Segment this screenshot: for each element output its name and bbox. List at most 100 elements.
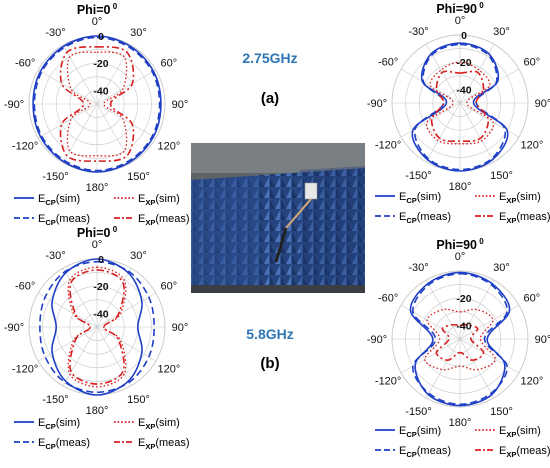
series-xp-sim	[425, 61, 495, 145]
grid-spoke	[96, 292, 157, 328]
plot-title: Phi=0 0	[77, 2, 118, 17]
polar-plot-a-phi0: Phi=0 00-20-400°30°60°90°120°150°180°-15…	[4, 2, 190, 227]
grid-spoke	[425, 279, 461, 340]
angle-tick-label: -120°	[12, 364, 38, 376]
grid-spoke	[425, 102, 461, 163]
series-xp-meas	[430, 70, 490, 142]
legend: ECP(sim) EXP(sim) ECP(meas) EXP(meas)	[14, 193, 190, 227]
grid-spoke	[96, 103, 132, 164]
angle-tick-label: 150°	[127, 171, 150, 183]
grid-spoke	[96, 326, 132, 387]
grid-spoke	[459, 279, 495, 340]
legend-label-cp-meas: ECP(meas)	[38, 213, 90, 227]
legend-label-xp-sim: EXP(sim)	[499, 425, 541, 439]
series-cp-meas	[33, 36, 161, 172]
angle-tick-label: -150°	[405, 406, 431, 418]
angle-tick-label: 60°	[524, 57, 541, 69]
freq-label-a: 2.75GHz	[242, 50, 297, 66]
angle-tick-label: -90°	[4, 99, 24, 111]
grid-spoke	[459, 102, 495, 163]
angle-tick-label: 120°	[520, 140, 543, 152]
legend-label-cp-meas: ECP(meas)	[399, 211, 451, 225]
legend-label-cp-sim: ECP(sim)	[399, 425, 441, 439]
series-cp-sim	[411, 42, 509, 172]
plot-title-degree: 0	[477, 237, 484, 246]
legend: ECP(sim) EXP(sim) ECP(meas) EXP(meas)	[375, 191, 550, 225]
grid-spoke	[459, 102, 520, 138]
series-cp-sim	[409, 271, 511, 407]
angle-tick-label: 120°	[520, 376, 543, 388]
angle-tick-label: 30°	[130, 250, 147, 262]
series-xp-meas	[435, 323, 485, 362]
legend-label-cp-sim: ECP(sim)	[38, 193, 80, 207]
angle-tick-label: 90°	[535, 334, 550, 346]
grid-spoke	[459, 68, 520, 104]
grid-spoke	[62, 44, 98, 105]
plot-title-degree: 0	[477, 1, 484, 10]
radial-tick-label: -20	[456, 293, 471, 305]
angle-tick-label: -30°	[45, 250, 65, 262]
angle-tick-label: -90°	[4, 322, 24, 334]
plot-title: Phi=90 0	[436, 1, 484, 16]
grid-spoke	[96, 267, 132, 328]
grid-spoke	[459, 338, 520, 374]
angle-tick-label: 30°	[130, 27, 147, 39]
legend-label-xp-sim: EXP(sim)	[499, 191, 541, 205]
angle-tick-label: 90°	[535, 98, 550, 110]
panel-label-b: (b)	[260, 355, 279, 372]
angle-tick-label: 120°	[157, 141, 180, 153]
grid-spoke	[96, 69, 157, 105]
angle-tick-label: -90°	[367, 334, 387, 346]
radial-tick-label: -40	[456, 320, 471, 332]
angle-tick-label: 180°	[449, 181, 472, 193]
radial-tick-label: -40	[456, 84, 471, 96]
angle-tick-label: 30°	[493, 262, 510, 274]
angle-tick-label: -60°	[15, 281, 35, 293]
angle-tick-label: 30°	[493, 26, 510, 38]
angle-tick-label: -30°	[408, 26, 428, 38]
angle-tick-label: 150°	[127, 394, 150, 406]
grid-spoke	[400, 338, 461, 374]
grid-spoke	[37, 326, 98, 362]
grid-spoke	[37, 292, 98, 328]
panel-label-a: (a)	[261, 90, 279, 107]
grid-spoke	[37, 69, 98, 105]
angle-tick-label: 0°	[455, 15, 466, 27]
angle-tick-label: -60°	[378, 293, 398, 305]
anechoic-chamber-photo	[191, 143, 365, 293]
angle-tick-label: -30°	[45, 27, 65, 39]
polar-plot-b-phi0: Phi=0 00-20-400°30°60°90°120°150°180°-15…	[4, 225, 190, 451]
legend-label-cp-sim: ECP(sim)	[38, 417, 80, 431]
angle-tick-label: -150°	[42, 171, 68, 183]
legend-label-xp-meas: EXP(meas)	[138, 213, 190, 227]
angle-tick-label: -30°	[408, 262, 428, 274]
polar-plot-b-phi90: Phi=90 0 -20 -40 0° 30° 60° 90° 120° 150° 180° -15…	[367, 237, 550, 459]
angle-tick-label: 150°	[490, 406, 513, 418]
legend-label-cp-meas: ECP(meas)	[38, 437, 90, 451]
angle-tick-label: 0°	[92, 16, 103, 28]
plot-title: Phi=90 0	[436, 237, 484, 252]
radial-tick-label: -40	[93, 308, 108, 320]
angle-tick-label: 180°	[86, 182, 109, 194]
radial-tick-label: 0	[98, 31, 104, 43]
series-xp-sim	[66, 51, 128, 157]
radial-tick-label: -20	[456, 57, 471, 69]
radial-tick-label: 0	[98, 254, 104, 266]
angle-tick-label: 60°	[161, 281, 178, 293]
grid-spoke	[62, 267, 98, 328]
angle-tick-label: -120°	[375, 376, 401, 388]
grid-spoke	[62, 103, 98, 164]
radial-tick-label: 0	[461, 30, 467, 42]
radial-tick-label: -40	[93, 85, 108, 97]
angle-tick-label: -60°	[378, 57, 398, 69]
legend-label-xp-sim: EXP(sim)	[138, 417, 180, 431]
angle-tick-label: 0°	[92, 239, 103, 251]
legend-label-xp-meas: EXP(meas)	[499, 445, 550, 459]
freq-label-b: 5.8GHz	[246, 326, 293, 342]
grid-spoke	[62, 326, 98, 387]
polar-plot-a-phi90: Phi=90 00-20-400°30°60°90°120°150°180°-1…	[367, 1, 550, 225]
angle-tick-label: -120°	[12, 141, 38, 153]
angle-tick-label: 150°	[490, 170, 513, 182]
series-cp-sim	[32, 35, 162, 173]
series-xp-sim	[424, 308, 496, 371]
